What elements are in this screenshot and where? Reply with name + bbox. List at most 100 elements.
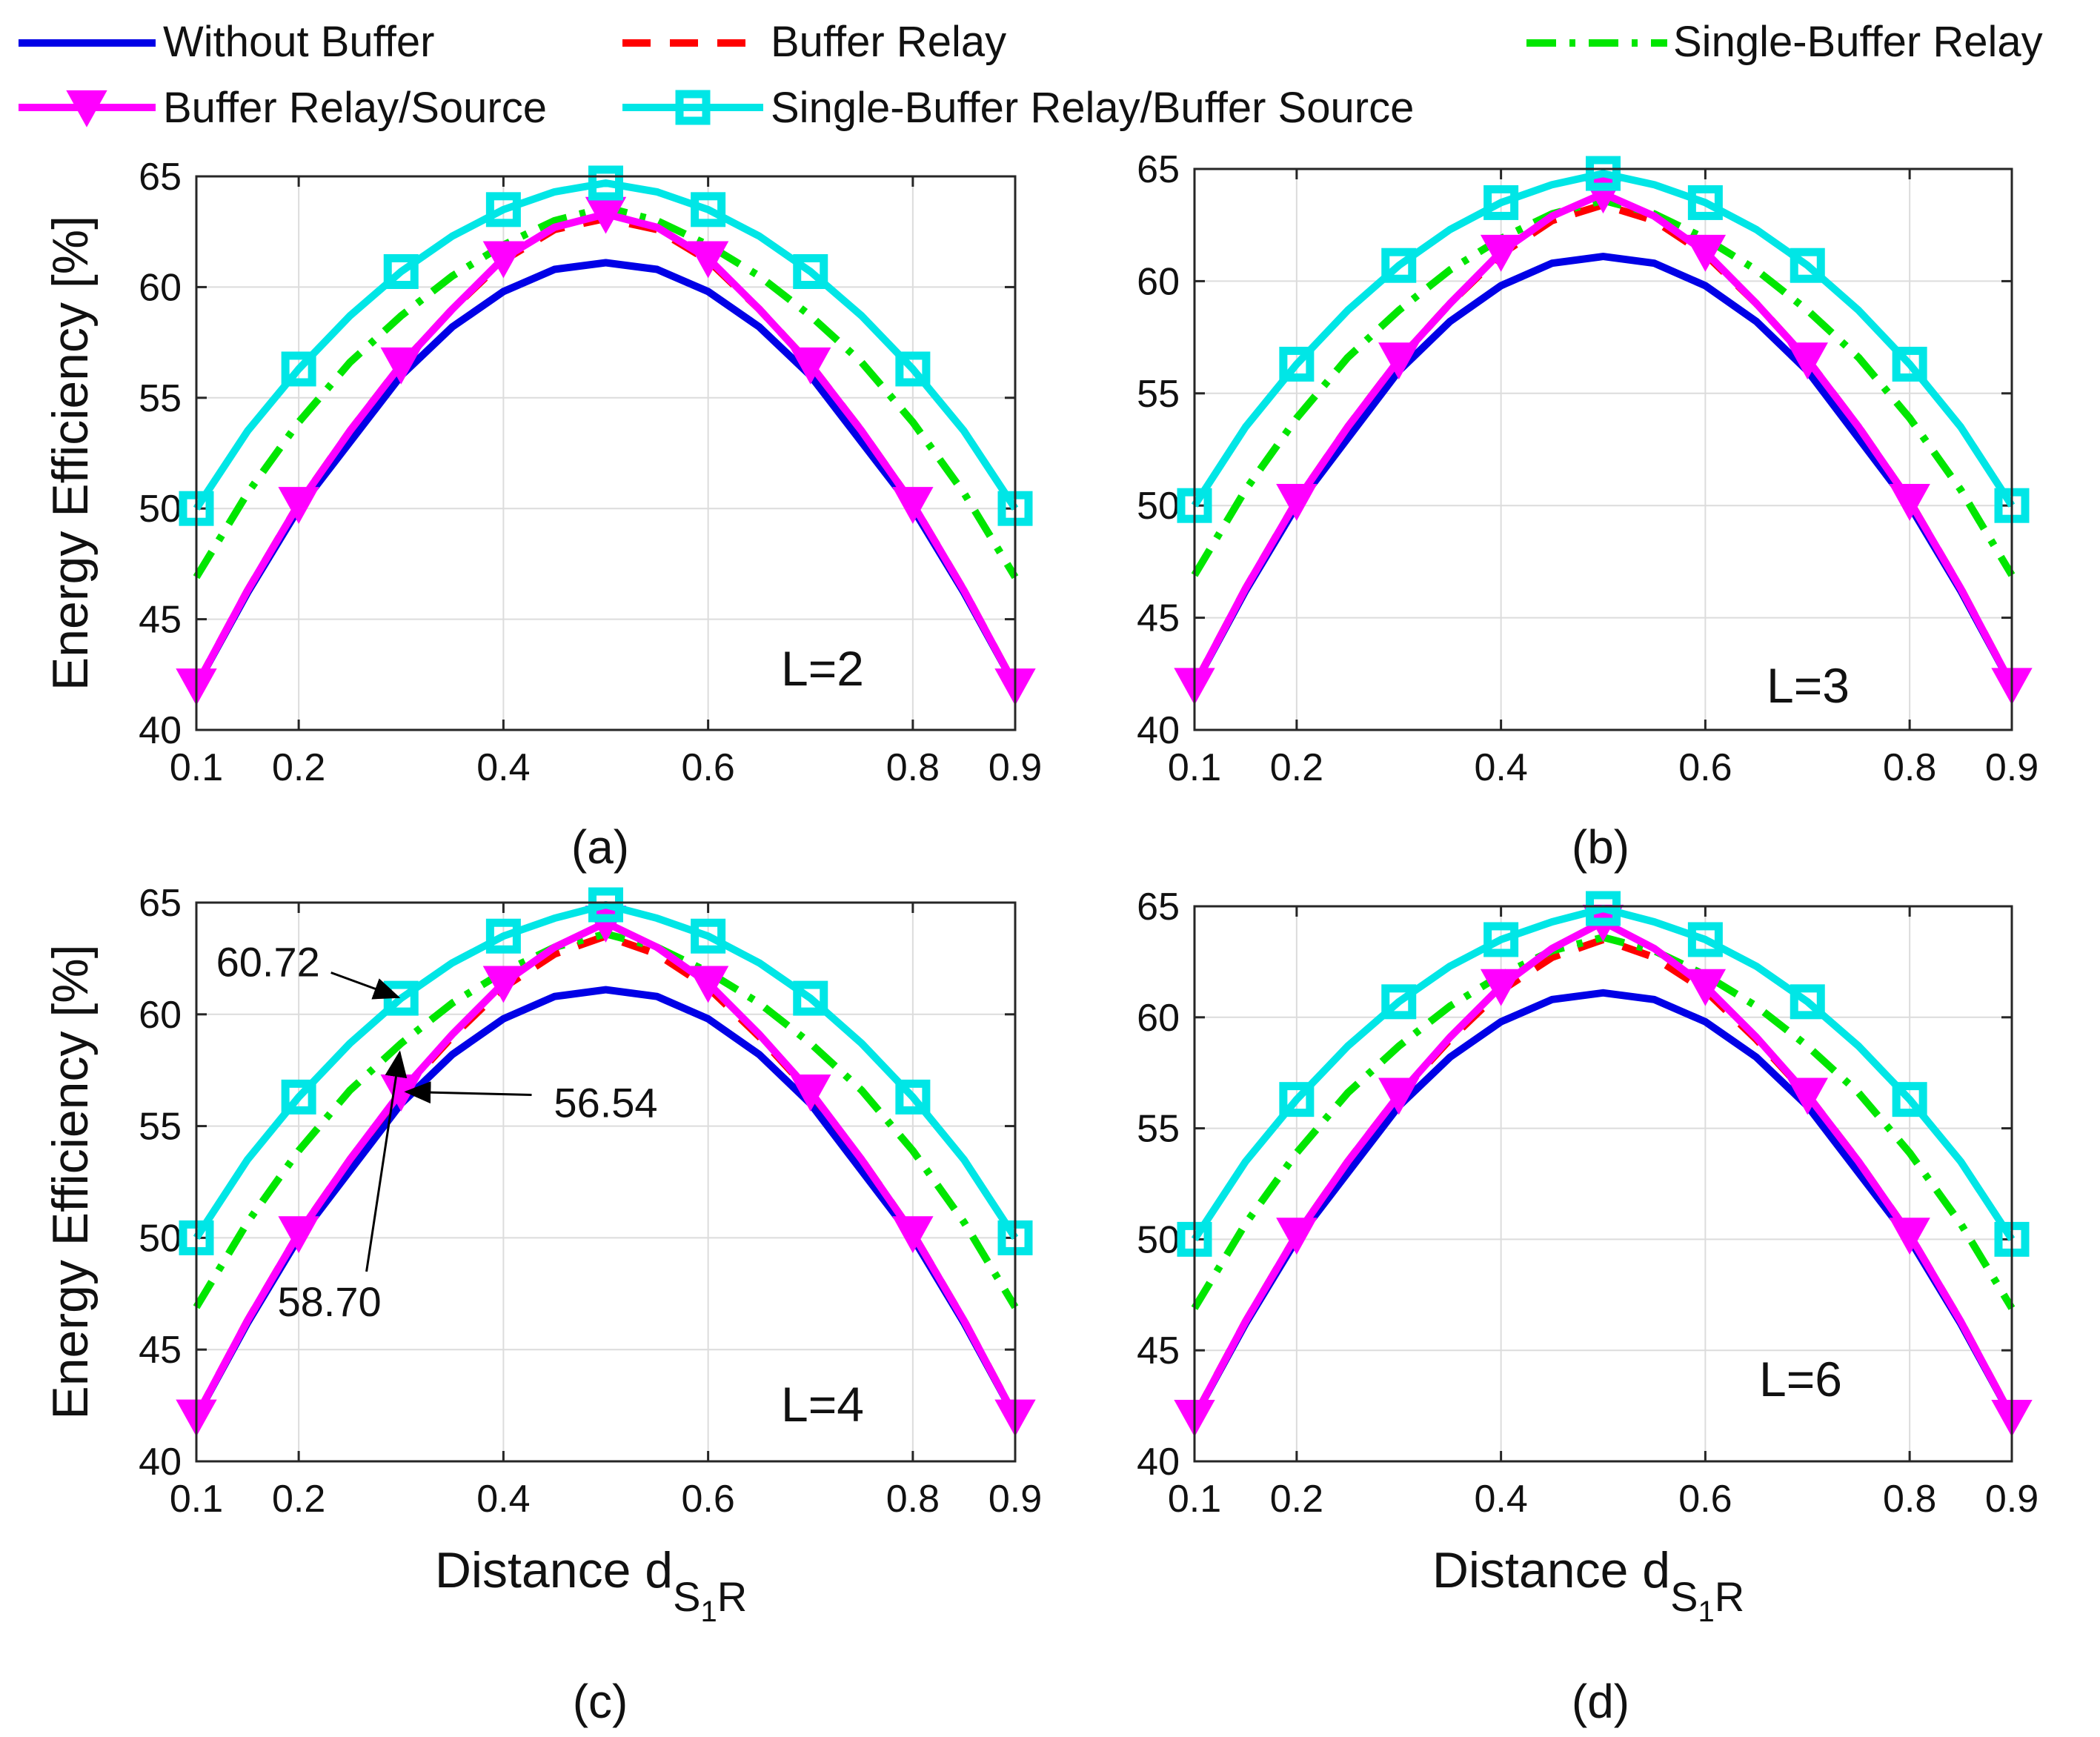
annotation-arrow [404,1081,532,1104]
y-tick-label: 60 [1137,997,1180,1040]
x-axis-label: Distance dS1R [1432,1542,1744,1628]
legend-label-buffer-relay-source: Buffer Relay/Source [163,84,547,132]
data-point-relaysrc [1787,1077,1828,1115]
data-point-relaysrc [278,1216,319,1254]
data-point-relaysrc [1684,234,1727,272]
data-point-singlesrc [1381,248,1417,283]
data-point-relaysrc [1276,1218,1318,1255]
y-tick-label: 45 [139,599,182,642]
y-axis-label: Energy Efficiency [%] [42,944,99,1419]
x-tick-label: 0.6 [681,1478,734,1521]
data-point-singlesrc [793,253,828,289]
x-tick-label: 0.2 [272,1478,325,1521]
legend-label-single-buffer-relay-buffer-source: Single-Buffer Relay/Buffer Source [771,84,1414,132]
data-point-relaysrc [278,487,319,524]
data-point-singlesrc [485,192,521,227]
x-tick-label: 0.1 [1168,1478,1221,1521]
data-point-singlesrc [691,192,726,227]
data-point-singlesrc [588,165,623,201]
x-tick-label: 0.8 [886,1478,940,1521]
y-tick-label: 40 [1137,1441,1180,1484]
data-point-singlesrc [485,918,521,954]
y-tick-label: 50 [1137,1218,1180,1261]
x-tick-label: 0.2 [272,746,325,789]
annotation-label: 58.70 [277,1278,381,1325]
panel-parameter-label: L=6 [1759,1352,1842,1406]
y-tick-label: 55 [139,377,182,420]
x-axis-label-subsub: 1 [1698,1595,1714,1628]
legend-marker-triangle-icon [66,90,107,127]
legend-label-without-buffer: Without Buffer [163,18,434,66]
data-point-relaysrc [1480,969,1522,1006]
x-axis-label-tail: R [1715,1573,1744,1620]
x-tick-label: 0.8 [1883,746,1936,789]
x-tick-label: 0.9 [988,1478,1042,1521]
data-point-relaysrc [380,347,422,385]
axes-box [195,175,1017,731]
data-point-relaysrc [1480,234,1522,272]
data-point-singlesrc [1279,346,1315,382]
data-point-singlesrc [1586,156,1621,191]
data-point-singlesrc [895,1079,931,1115]
x-tick-label: 0.9 [1985,1478,2038,1521]
legend-marker-square [675,90,711,125]
data-point-singlesrc [281,1079,316,1115]
axes-box [1193,905,2013,1463]
data-point-singlesrc [793,980,828,1016]
legend-label-buffer-relay: Buffer Relay [771,18,1006,66]
panel-caption: (d) [1572,1675,1629,1728]
x-tick-label: 0.6 [1678,746,1732,789]
x-tick-label: 0.1 [170,1478,223,1521]
data-point-singlesrc [1790,248,1825,283]
chart-panel-a: 0.1 0.2 0.4 0.6 0.8 0.9 40 45 50 55 60 65 L=2 (a) Ener… [42,156,1042,874]
data-point-singlesrc [281,351,316,387]
y-tick-label: 55 [1137,373,1180,416]
x-tick-label: 0.4 [476,1478,530,1521]
series-line-without [1191,989,2016,1419]
x-tick-label: 0.1 [1168,746,1221,789]
chart-panel-b: 0.1 0.2 0.4 0.6 0.8 0.9 40 45 50 55 60 65 L=3 (b) [1137,148,2038,874]
chart-panel-c: 0.1 0.2 0.4 0.6 0.8 0.9 40 45 50 55 60 65 L=4 (c) Ener… [42,882,1042,1728]
panel-parameter-label: L=4 [781,1377,864,1432]
x-tick-label: 0.9 [988,746,1042,789]
y-tick-label: 50 [1137,485,1180,528]
data-point-relaysrc [790,347,831,385]
x-tick-label: 0.6 [1678,1478,1732,1521]
data-point-relaysrc [1378,342,1420,380]
data-point-relaysrc [1276,484,1318,521]
data-point-singlesrc [1892,346,1927,382]
x-tick-label: 0.4 [1474,1478,1527,1521]
y-tick-label: 60 [1137,260,1180,303]
data-point-singlesrc [1483,922,1519,957]
y-tick-label: 50 [139,488,182,531]
legend: Without Buffer Buffer Relay Single-Buffe… [19,18,2043,132]
series-line-singlesrc [193,179,1019,511]
x-tick-label: 0.1 [170,746,223,789]
data-point-singlesrc [691,918,726,954]
data-point-singlesrc [895,351,931,387]
legend-entry-buffer-relay: Buffer Relay [622,18,1006,66]
x-tick-label: 0.8 [1883,1478,1936,1521]
annotation-label: 60.72 [216,939,320,986]
y-axis-label: Energy Efficiency [%] [42,216,99,691]
x-tick-label: 0.9 [1985,746,2038,789]
series-line-without [193,259,1019,688]
data-point-relaysrc [892,487,934,524]
legend-marker-triangle [66,90,107,127]
panel-caption: (a) [571,820,629,874]
y-tick-label: 65 [1137,886,1180,929]
data-point-singlesrc [1586,891,1621,926]
legend-marker-square-icon [675,90,711,125]
series-line-singlesrc [1191,170,2016,508]
x-axis-label-sub: S [1670,1573,1698,1620]
data-point-singlesrc [1483,185,1519,220]
legend-entry-without-buffer: Without Buffer [19,18,434,66]
series-line-singlesrc [1191,905,2016,1242]
data-point-singlesrc [1381,984,1417,1020]
x-axis-label-tail: R [717,1573,747,1620]
panel-caption: (c) [573,1675,628,1728]
annotation-label: 56.54 [554,1080,657,1126]
axes-box [195,901,1017,1463]
x-tick-label: 0.4 [1474,746,1527,789]
